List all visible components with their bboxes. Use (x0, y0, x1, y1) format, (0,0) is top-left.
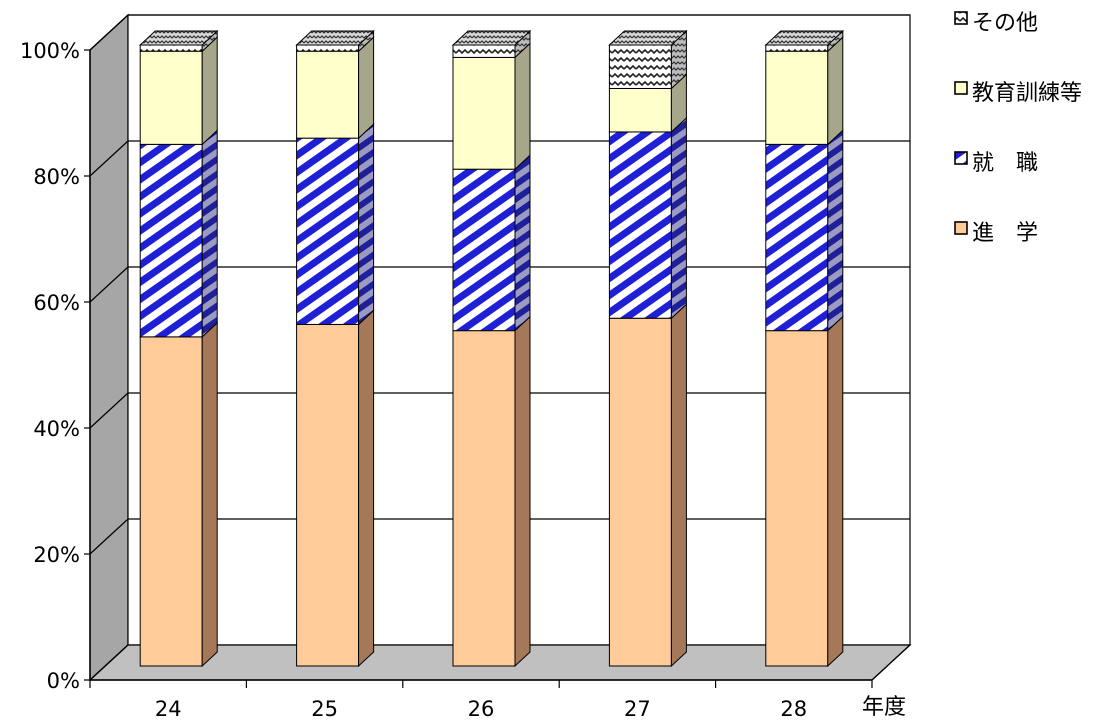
bar-side-3-28 (827, 36, 844, 146)
x-tick-label-27: 27 (624, 697, 651, 721)
bar-top-24 (138, 30, 219, 46)
bar-side-1-28 (827, 315, 844, 668)
x-tick-label-28: 28 (780, 697, 807, 721)
bar-segment-2-26 (452, 168, 516, 332)
side-gridline-0 (89, 644, 129, 681)
bar-segment-1-26 (452, 330, 516, 667)
legend-label: 就 職 (972, 151, 1038, 176)
x-tick-label-24: 24 (155, 697, 182, 721)
x-axis-title: 年度 (862, 695, 906, 720)
bar-side-2-25 (358, 122, 375, 326)
legend-label: 進 学 (972, 221, 1038, 246)
legend-swatch (954, 221, 968, 235)
side-gridline-40 (89, 392, 129, 429)
bar-segment-4-27 (608, 44, 672, 89)
bar-side-2-26 (514, 154, 531, 332)
x-tick-label-26: 26 (468, 697, 495, 721)
side-wall (89, 13, 129, 682)
legend-label: その他 (972, 11, 1038, 36)
bar-segment-2-24 (139, 143, 203, 338)
bars (138, 29, 845, 668)
bar-side-1-27 (670, 303, 687, 668)
legend-swatch (954, 151, 968, 165)
bar-column-28 (764, 29, 845, 668)
y-tick-label: 20% (33, 543, 80, 567)
bar-segment-3-27 (608, 87, 672, 133)
bar-segment-1-24 (139, 336, 203, 667)
floor-edge (871, 644, 911, 681)
bar-column-26 (451, 29, 532, 668)
y-tick-label: 100% (20, 39, 80, 63)
side-gridline-20 (89, 518, 129, 555)
bar-segment-1-27 (608, 317, 672, 667)
bar-segment-2-28 (765, 143, 829, 332)
bar-side-3-24 (201, 36, 218, 146)
y-tick-label: 80% (33, 165, 80, 189)
bar-segment-1-28 (765, 330, 829, 667)
bar-side-2-28 (827, 129, 844, 332)
bar-column-24 (138, 29, 219, 668)
bar-side-3-26 (514, 42, 531, 171)
bar-side-3-25 (358, 36, 375, 140)
axes (84, 49, 911, 688)
bar-segment-3-25 (296, 50, 360, 139)
legend-swatch (954, 81, 968, 95)
bar-top-27 (608, 30, 688, 46)
legend-item: 教育訓練等 (954, 81, 1082, 106)
legend-label: 教育訓練等 (972, 81, 1082, 106)
side-gridline-100 (89, 14, 129, 51)
bar-segment-1-25 (296, 323, 360, 667)
bar-top-25 (295, 30, 375, 46)
legend-item: 進 学 (954, 221, 1038, 246)
side-gridline-80 (89, 140, 129, 177)
bar-segment-2-25 (296, 137, 360, 325)
side-gridline-60 (89, 266, 129, 303)
bar-side-1-26 (514, 315, 531, 668)
y-tick-label: 40% (33, 417, 80, 441)
bar-side-1-24 (201, 321, 218, 668)
bar-column-25 (295, 29, 375, 668)
y-tick-label: 60% (33, 291, 80, 315)
bar-segment-3-26 (452, 56, 516, 170)
bar-segment-4-26 (452, 44, 516, 58)
bar-side-1-25 (358, 309, 375, 668)
legend-swatch (954, 11, 968, 25)
y-tick-label: 0% (47, 669, 80, 693)
bar-segment-3-28 (765, 50, 829, 145)
bar-segment-4-24 (139, 44, 203, 52)
bar-top-26 (451, 30, 532, 46)
x-tick-label-25: 25 (311, 697, 338, 721)
bar-side-2-27 (670, 116, 687, 320)
bar-side-2-24 (201, 129, 218, 339)
bar-column-27 (608, 29, 688, 668)
bar-top-28 (764, 30, 845, 46)
bar-segment-4-25 (296, 44, 360, 52)
legend-item: その他 (954, 11, 1038, 36)
tick-labels: 0% 20% 40% 60% 80% 100% 24 25 26 27 28 (20, 39, 807, 721)
bar-segment-2-27 (608, 131, 672, 319)
bar-segment-4-28 (765, 44, 829, 52)
bar-segment-3-24 (139, 50, 203, 145)
legend-item: 就 職 (954, 151, 1038, 176)
